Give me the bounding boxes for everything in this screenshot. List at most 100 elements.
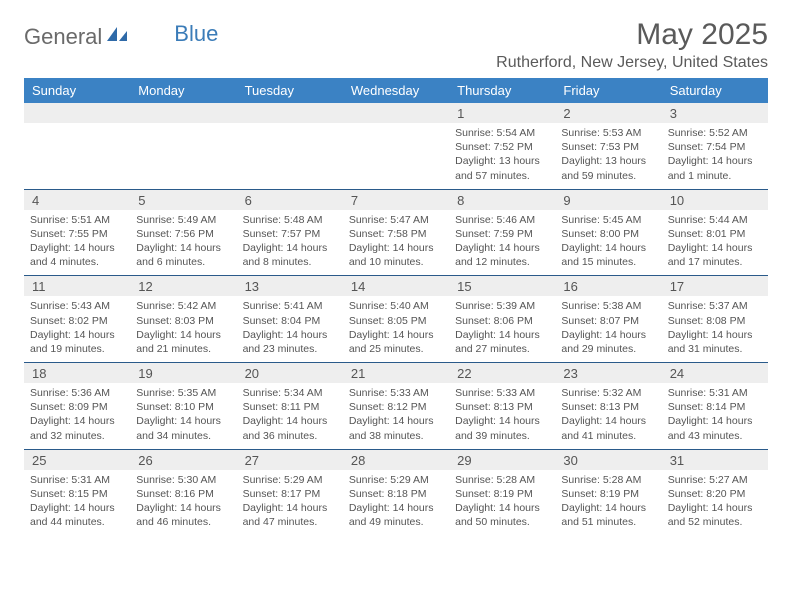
sunset-text: Sunset: 8:04 PM xyxy=(243,314,337,328)
day-number: 13 xyxy=(237,276,343,297)
week-row: Sunrise: 5:54 AMSunset: 7:52 PMDaylight:… xyxy=(24,123,768,189)
day-cell: Sunrise: 5:34 AMSunset: 8:11 PMDaylight:… xyxy=(237,383,343,449)
daylight-text: Daylight: 14 hours and 49 minutes. xyxy=(349,501,443,529)
sunset-text: Sunset: 8:09 PM xyxy=(30,400,124,414)
day-details: Sunrise: 5:30 AMSunset: 8:16 PMDaylight:… xyxy=(136,473,230,530)
day-details: Sunrise: 5:29 AMSunset: 8:17 PMDaylight:… xyxy=(243,473,337,530)
day-cell: Sunrise: 5:29 AMSunset: 8:17 PMDaylight:… xyxy=(237,470,343,536)
day-details: Sunrise: 5:28 AMSunset: 8:19 PMDaylight:… xyxy=(455,473,549,530)
sunrise-text: Sunrise: 5:53 AM xyxy=(561,126,655,140)
sunset-text: Sunset: 8:15 PM xyxy=(30,487,124,501)
day-number: 9 xyxy=(555,189,661,210)
daynum-row: 45678910 xyxy=(24,189,768,210)
sunrise-text: Sunrise: 5:34 AM xyxy=(243,386,337,400)
day-cell: Sunrise: 5:46 AMSunset: 7:59 PMDaylight:… xyxy=(449,210,555,276)
day-number: 2 xyxy=(555,103,661,123)
daylight-text: Daylight: 14 hours and 47 minutes. xyxy=(243,501,337,529)
daylight-text: Daylight: 14 hours and 38 minutes. xyxy=(349,414,443,442)
calendar-table: Sunday Monday Tuesday Wednesday Thursday… xyxy=(24,78,768,535)
day-details: Sunrise: 5:51 AMSunset: 7:55 PMDaylight:… xyxy=(30,213,124,270)
day-cell: Sunrise: 5:31 AMSunset: 8:14 PMDaylight:… xyxy=(662,383,768,449)
sunrise-text: Sunrise: 5:52 AM xyxy=(668,126,762,140)
day-number: 22 xyxy=(449,363,555,384)
day-number: 7 xyxy=(343,189,449,210)
day-cell: Sunrise: 5:28 AMSunset: 8:19 PMDaylight:… xyxy=(555,470,661,536)
daylight-text: Daylight: 14 hours and 25 minutes. xyxy=(349,328,443,356)
day-cell xyxy=(237,123,343,189)
day-number: 5 xyxy=(130,189,236,210)
title-block: May 2025 Rutherford, New Jersey, United … xyxy=(496,18,768,72)
day-number: 20 xyxy=(237,363,343,384)
day-cell: Sunrise: 5:41 AMSunset: 8:04 PMDaylight:… xyxy=(237,296,343,362)
daylight-text: Daylight: 14 hours and 23 minutes. xyxy=(243,328,337,356)
day-number: 24 xyxy=(662,363,768,384)
day-cell: Sunrise: 5:38 AMSunset: 8:07 PMDaylight:… xyxy=(555,296,661,362)
daylight-text: Daylight: 14 hours and 19 minutes. xyxy=(30,328,124,356)
dayhead-wed: Wednesday xyxy=(343,78,449,103)
day-details: Sunrise: 5:47 AMSunset: 7:58 PMDaylight:… xyxy=(349,213,443,270)
day-cell: Sunrise: 5:33 AMSunset: 8:13 PMDaylight:… xyxy=(449,383,555,449)
daylight-text: Daylight: 14 hours and 36 minutes. xyxy=(243,414,337,442)
sunrise-text: Sunrise: 5:33 AM xyxy=(455,386,549,400)
daynum-row: 11121314151617 xyxy=(24,276,768,297)
day-number: 31 xyxy=(662,449,768,470)
daylight-text: Daylight: 14 hours and 29 minutes. xyxy=(561,328,655,356)
daylight-text: Daylight: 13 hours and 57 minutes. xyxy=(455,154,549,182)
day-details: Sunrise: 5:49 AMSunset: 7:56 PMDaylight:… xyxy=(136,213,230,270)
sunrise-text: Sunrise: 5:45 AM xyxy=(561,213,655,227)
day-cell: Sunrise: 5:40 AMSunset: 8:05 PMDaylight:… xyxy=(343,296,449,362)
sunset-text: Sunset: 7:54 PM xyxy=(668,140,762,154)
daylight-text: Daylight: 14 hours and 4 minutes. xyxy=(30,241,124,269)
day-cell: Sunrise: 5:52 AMSunset: 7:54 PMDaylight:… xyxy=(662,123,768,189)
sunset-text: Sunset: 8:10 PM xyxy=(136,400,230,414)
daylight-text: Daylight: 14 hours and 1 minute. xyxy=(668,154,762,182)
day-number xyxy=(24,103,130,123)
day-details: Sunrise: 5:28 AMSunset: 8:19 PMDaylight:… xyxy=(561,473,655,530)
daylight-text: Daylight: 14 hours and 21 minutes. xyxy=(136,328,230,356)
month-title: May 2025 xyxy=(496,18,768,52)
sunset-text: Sunset: 7:59 PM xyxy=(455,227,549,241)
day-number: 30 xyxy=(555,449,661,470)
day-cell: Sunrise: 5:43 AMSunset: 8:02 PMDaylight:… xyxy=(24,296,130,362)
daylight-text: Daylight: 14 hours and 46 minutes. xyxy=(136,501,230,529)
sunset-text: Sunset: 7:52 PM xyxy=(455,140,549,154)
daynum-row: 123 xyxy=(24,103,768,123)
day-cell: Sunrise: 5:54 AMSunset: 7:52 PMDaylight:… xyxy=(449,123,555,189)
day-details: Sunrise: 5:45 AMSunset: 8:00 PMDaylight:… xyxy=(561,213,655,270)
day-details: Sunrise: 5:39 AMSunset: 8:06 PMDaylight:… xyxy=(455,299,549,356)
sunrise-text: Sunrise: 5:36 AM xyxy=(30,386,124,400)
day-number: 16 xyxy=(555,276,661,297)
day-cell: Sunrise: 5:44 AMSunset: 8:01 PMDaylight:… xyxy=(662,210,768,276)
logo-text-general: General xyxy=(24,24,102,50)
day-cell xyxy=(24,123,130,189)
sunrise-text: Sunrise: 5:41 AM xyxy=(243,299,337,313)
day-details: Sunrise: 5:32 AMSunset: 8:13 PMDaylight:… xyxy=(561,386,655,443)
logo: General Blue xyxy=(24,18,218,50)
day-cell: Sunrise: 5:49 AMSunset: 7:56 PMDaylight:… xyxy=(130,210,236,276)
day-number: 17 xyxy=(662,276,768,297)
day-cell: Sunrise: 5:28 AMSunset: 8:19 PMDaylight:… xyxy=(449,470,555,536)
sunrise-text: Sunrise: 5:37 AM xyxy=(668,299,762,313)
day-number: 19 xyxy=(130,363,236,384)
day-cell: Sunrise: 5:27 AMSunset: 8:20 PMDaylight:… xyxy=(662,470,768,536)
day-cell: Sunrise: 5:47 AMSunset: 7:58 PMDaylight:… xyxy=(343,210,449,276)
sunset-text: Sunset: 8:00 PM xyxy=(561,227,655,241)
day-cell xyxy=(130,123,236,189)
sunrise-text: Sunrise: 5:46 AM xyxy=(455,213,549,227)
sunrise-text: Sunrise: 5:27 AM xyxy=(668,473,762,487)
header: General Blue May 2025 Rutherford, New Je… xyxy=(24,18,768,72)
day-cell: Sunrise: 5:36 AMSunset: 8:09 PMDaylight:… xyxy=(24,383,130,449)
sunset-text: Sunset: 7:58 PM xyxy=(349,227,443,241)
day-number xyxy=(237,103,343,123)
dayhead-sat: Saturday xyxy=(662,78,768,103)
week-row: Sunrise: 5:43 AMSunset: 8:02 PMDaylight:… xyxy=(24,296,768,362)
sunset-text: Sunset: 8:19 PM xyxy=(561,487,655,501)
sunrise-text: Sunrise: 5:49 AM xyxy=(136,213,230,227)
daynum-row: 18192021222324 xyxy=(24,363,768,384)
day-number: 11 xyxy=(24,276,130,297)
day-details: Sunrise: 5:52 AMSunset: 7:54 PMDaylight:… xyxy=(668,126,762,183)
day-number xyxy=(343,103,449,123)
day-cell: Sunrise: 5:32 AMSunset: 8:13 PMDaylight:… xyxy=(555,383,661,449)
sunset-text: Sunset: 8:06 PM xyxy=(455,314,549,328)
sunset-text: Sunset: 8:14 PM xyxy=(668,400,762,414)
